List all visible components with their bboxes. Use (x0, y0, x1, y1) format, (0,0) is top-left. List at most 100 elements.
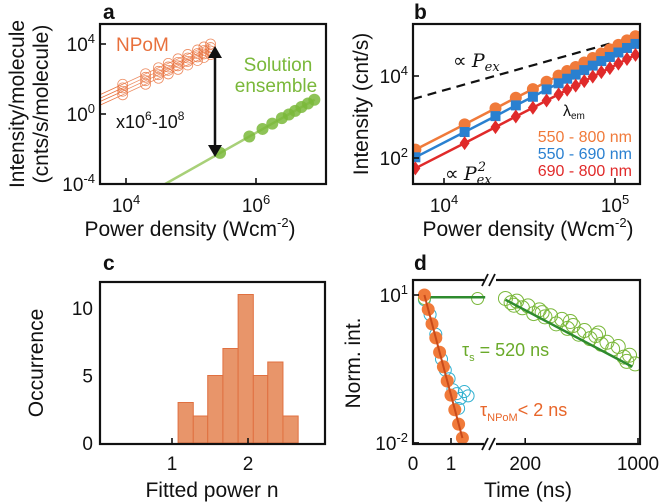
panel-a-ylabel-2: (cnts/s/molecule) (30, 25, 53, 184)
square-marker (613, 47, 624, 58)
panel-a-ylabel-1: Intensity/molecule (6, 20, 29, 188)
npom-point (198, 45, 210, 56)
solution-label-1: Solution (244, 55, 313, 76)
square-marker (570, 69, 581, 80)
y-tick-label: 102 (380, 145, 408, 170)
diamond-marker (604, 61, 615, 76)
legend-550-690: 550 - 690 nm (538, 146, 632, 163)
square-marker (596, 56, 607, 67)
tau-solution-label: τs = 520 ns (462, 340, 549, 364)
diamond-marker (570, 78, 581, 93)
square-marker (587, 60, 598, 71)
square-marker (541, 84, 552, 95)
lambda-em-label: λem (563, 103, 585, 122)
npom-open-point (461, 389, 475, 403)
square-marker (630, 38, 640, 49)
npom-point (153, 69, 164, 81)
npom-open-point (457, 385, 471, 399)
panel-c-xlabel: Fitted power n (145, 479, 278, 502)
double-arrow (208, 46, 222, 157)
square-marker (510, 100, 521, 111)
square-marker (604, 51, 615, 62)
panel-c-ylabel: Occurrence (25, 309, 48, 418)
diamond-marker (541, 93, 552, 108)
npom-point (140, 78, 151, 90)
y-tick-label: 104 (67, 31, 95, 56)
solution-label-2: ensemble (235, 76, 317, 97)
npom-fit-line (100, 87, 123, 99)
npom-label: NPoM (116, 35, 169, 56)
panel-letter-d: d (414, 252, 427, 275)
panel-b-ylabel: Intensity (cnt/s) (350, 33, 373, 175)
panel-b-xlabel: Power density (Wcm-2) (422, 215, 633, 241)
npom-point (162, 57, 174, 69)
diamond-marker (613, 56, 624, 71)
npom-point (117, 78, 129, 90)
solution-point (308, 93, 321, 106)
histogram-bar (192, 415, 209, 444)
x-tick-label: 200 (509, 454, 541, 475)
diamond-marker (413, 161, 421, 176)
npom-fit-line (100, 90, 123, 102)
histogram-bar (252, 375, 269, 444)
panel-letter-a: a (103, 1, 115, 24)
npom-point (198, 41, 210, 53)
diamond-marker (562, 82, 573, 97)
x-tick-label: 0 (408, 454, 419, 475)
npom-point (172, 53, 184, 65)
square-marker (562, 73, 573, 84)
y-tick-label: 5 (82, 367, 93, 388)
square-marker (490, 111, 501, 122)
npom-point (182, 49, 194, 60)
x-tick-label: 104 (430, 192, 458, 217)
panel-letter-b: b (414, 1, 427, 24)
solution-point (266, 117, 279, 130)
diamond-marker (510, 109, 521, 124)
solution-point (616, 349, 632, 365)
square-marker (527, 91, 538, 102)
linear-ref-label: ∝ Pex (453, 50, 500, 75)
panel-d-plot (417, 288, 640, 444)
npom-fit-line (100, 83, 123, 95)
panel-d-ylabel: Norm. int. (342, 317, 365, 408)
x-tick-label: 105 (601, 192, 629, 217)
npom-point (117, 89, 129, 101)
y-tick-label: 104 (380, 63, 408, 88)
panel-d-frame (411, 278, 642, 446)
npom-point (140, 75, 151, 87)
histogram-bar (237, 294, 254, 444)
npom-fit-line (100, 94, 123, 106)
histogram-bar (177, 402, 194, 444)
npom-point (198, 48, 210, 60)
quadratic-ref-label: ∝ Pex2 (445, 160, 492, 188)
solution-point (591, 325, 607, 341)
panel-a-frame (98, 22, 328, 186)
legend-690-800: 690 - 800 nm (538, 163, 632, 180)
panel-letter-c: c (103, 252, 115, 275)
axis-break (481, 273, 496, 451)
solution-point (554, 311, 570, 327)
square-marker (459, 127, 470, 138)
solution-point (243, 130, 256, 143)
y-tick-label: 0 (82, 434, 93, 455)
square-marker (621, 42, 632, 53)
diamond-marker (630, 47, 640, 62)
x-tick-label: 1 (446, 454, 457, 475)
panel-a-plot (100, 38, 321, 184)
y-tick-label: 101 (380, 282, 408, 307)
histogram-bar (207, 375, 224, 444)
y-tick-label: 10 (72, 299, 93, 320)
solution-point (562, 314, 578, 330)
histogram-bar (222, 348, 239, 444)
panel-b-plot (413, 30, 640, 176)
x-tick-label: 1000 (617, 454, 659, 475)
diamond-marker (459, 136, 470, 151)
ratio-label: x106-108 (116, 109, 185, 132)
npom-point (117, 85, 129, 97)
npom-point (153, 65, 164, 77)
x-tick-label: 106 (242, 192, 270, 217)
npom-fit-line (122, 50, 211, 92)
solution-fit-line (504, 298, 633, 368)
diamond-marker (490, 120, 501, 135)
